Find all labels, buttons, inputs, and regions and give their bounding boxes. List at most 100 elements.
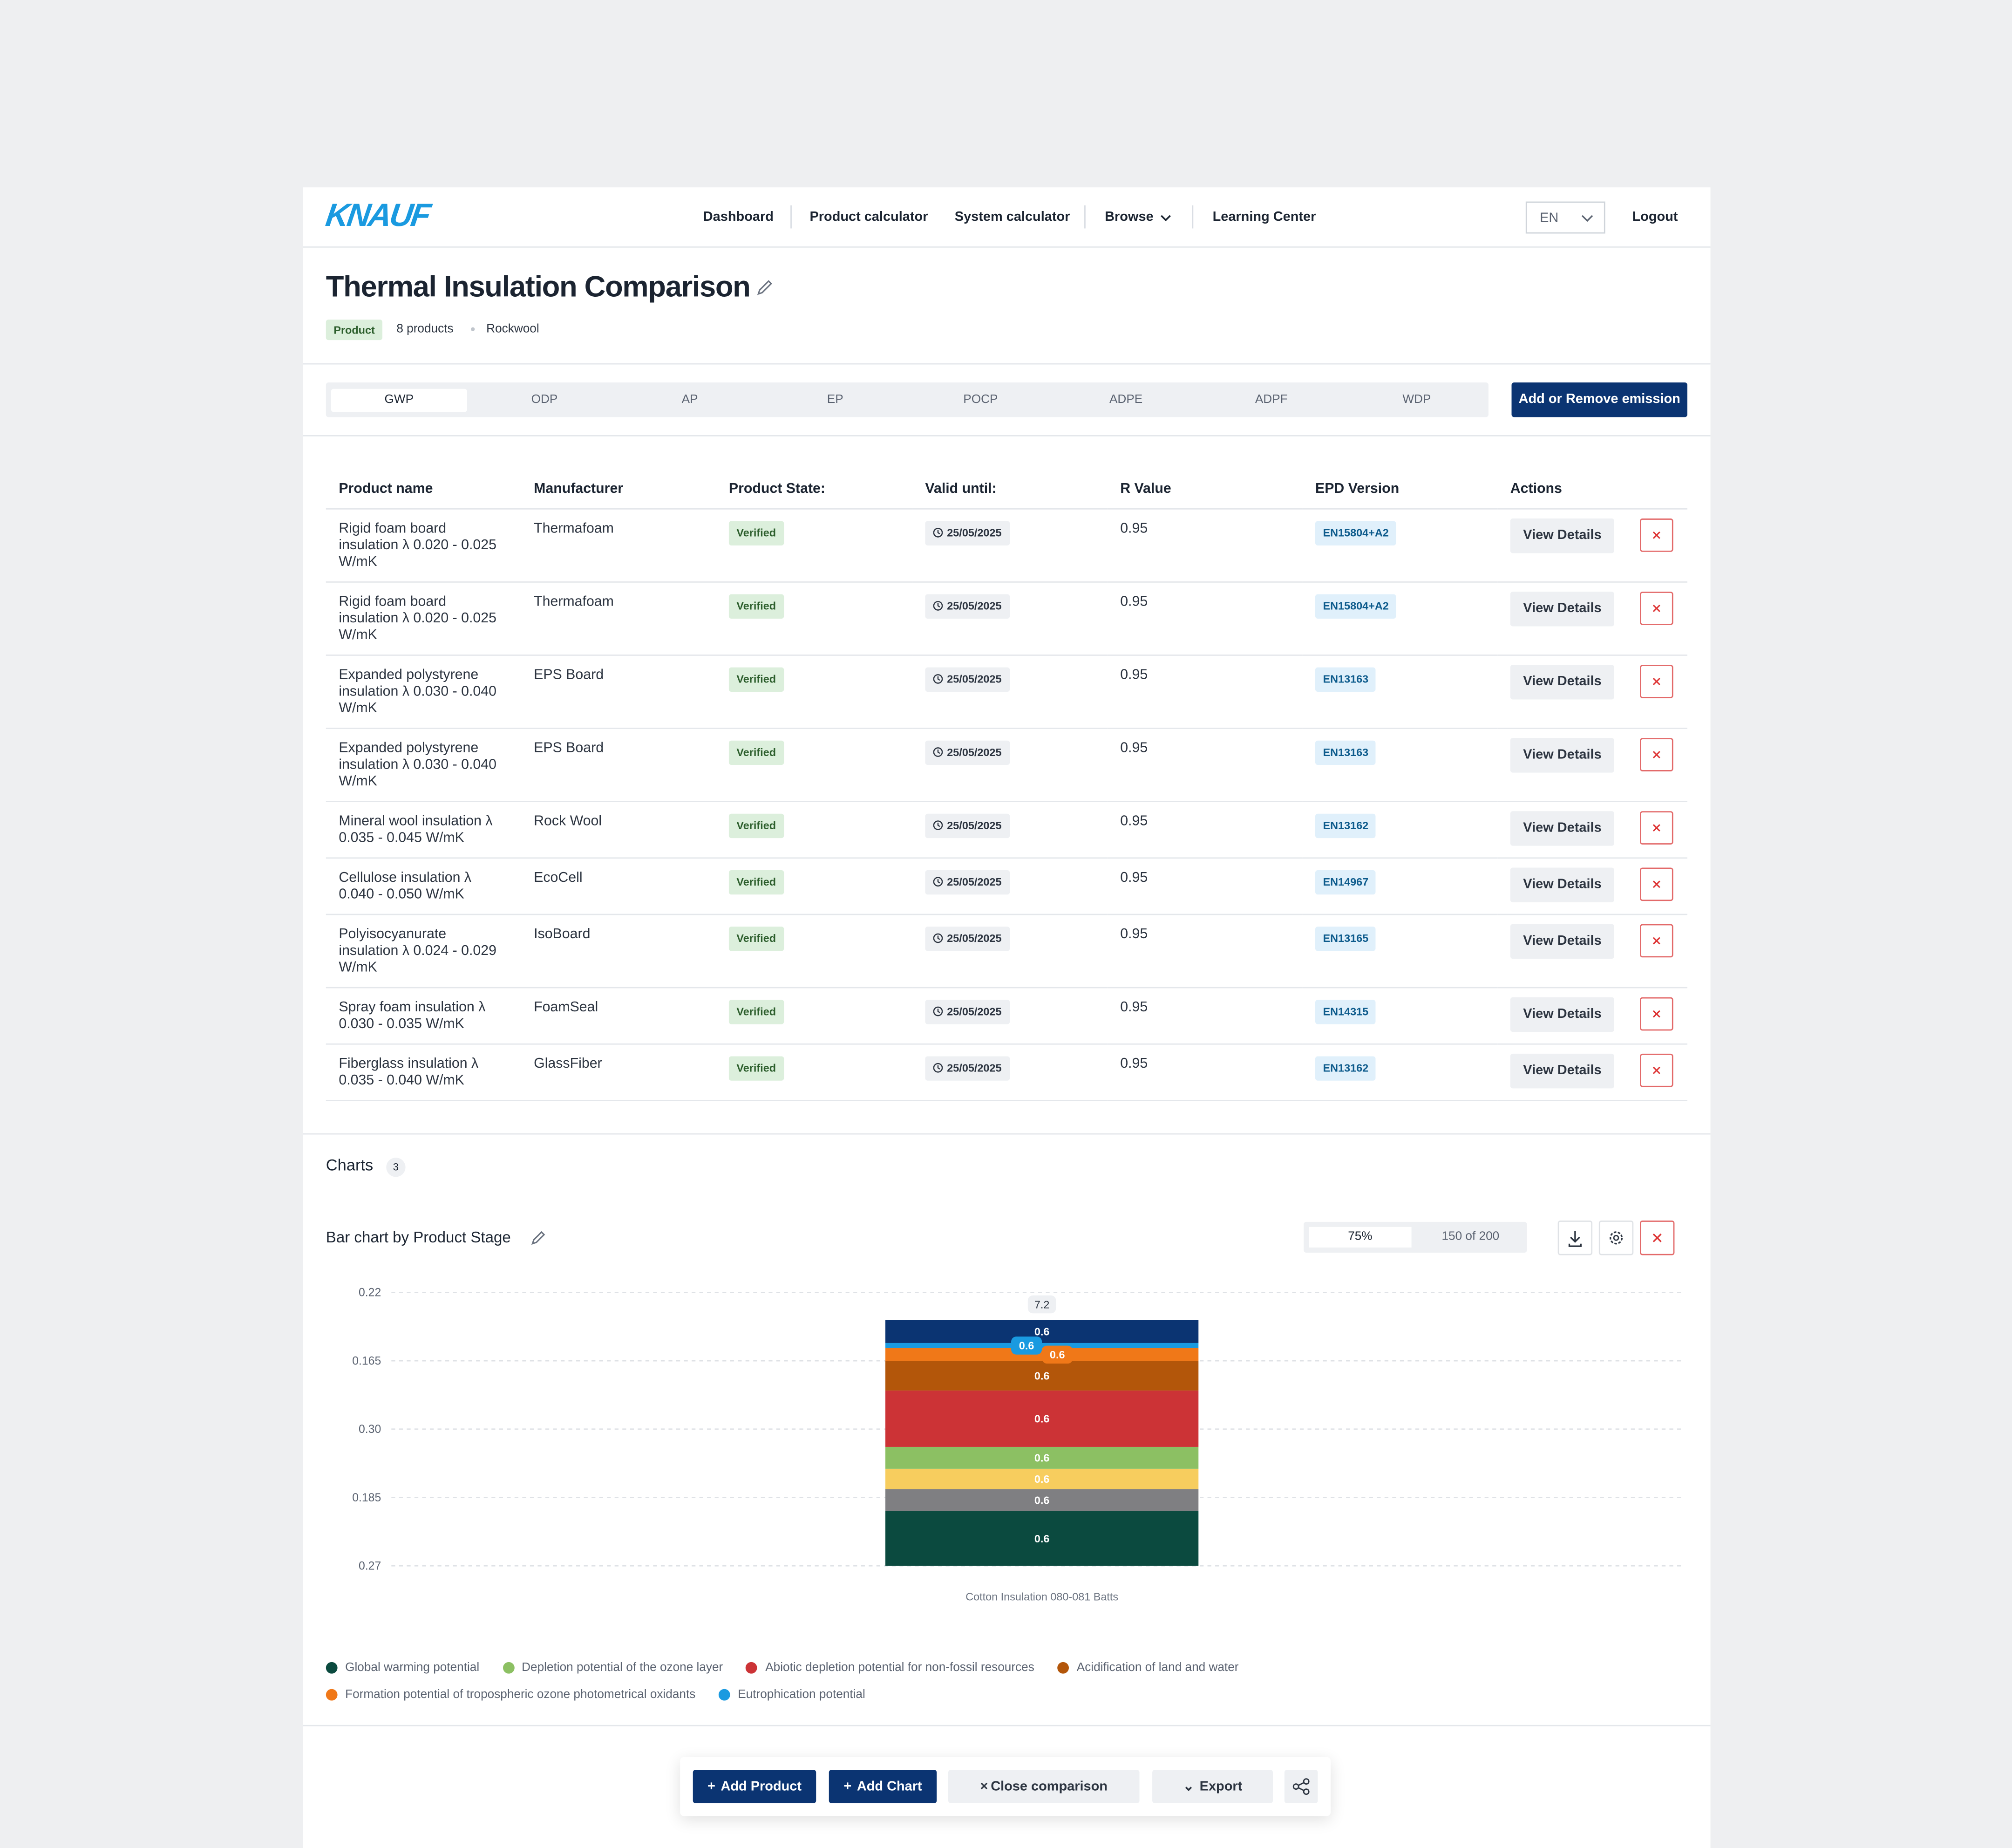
legend-item[interactable]: Abiotic depletion potential for non-foss… (746, 1654, 1034, 1681)
manufacturer: FoamSeal (521, 988, 716, 1045)
state-badge: Verified (728, 594, 784, 619)
legend-item[interactable]: Eutrophication potential (718, 1681, 865, 1708)
state-badge: Verified (728, 1000, 784, 1024)
logout-link[interactable]: Logout (1632, 209, 1678, 225)
view-details-button[interactable]: View Details (1510, 924, 1615, 959)
emission-tab[interactable]: AP (681, 393, 698, 407)
nav-link[interactable]: Dashboard (703, 209, 774, 225)
legend-item[interactable]: Acidification of land and water (1057, 1654, 1238, 1681)
language-value: EN (1540, 210, 1559, 226)
bar-segment (885, 1489, 1199, 1511)
clock-hands (937, 676, 940, 681)
legend-item[interactable]: Global warming potential (326, 1654, 479, 1681)
remove-button[interactable] (1640, 738, 1673, 771)
range-value[interactable]: 150 of 200 (1441, 1229, 1500, 1244)
view-details-button[interactable]: View Details (1510, 1053, 1615, 1089)
logo[interactable]: KNAUF (323, 198, 431, 234)
settings-button[interactable] (1598, 1221, 1634, 1255)
date-badge: 25/05/2025 (925, 870, 1010, 895)
emission-tab[interactable]: WDP (1402, 393, 1431, 407)
download-button[interactable] (1557, 1221, 1593, 1255)
nav-link[interactable]: Product calculator (809, 209, 928, 225)
epd-badge: EN13162 (1315, 813, 1376, 839)
product-name: Fiberglass insulation λ 0.035 - 0.040 W/… (326, 1044, 521, 1101)
epd-cell: EN13163 (1302, 655, 1498, 729)
edit-icon[interactable] (530, 1229, 547, 1246)
legend-item[interactable]: Formation potential of tropospheric ozon… (326, 1681, 695, 1708)
nav-link[interactable]: Learning Center (1212, 209, 1316, 225)
emission-tab[interactable]: ODP (531, 393, 558, 407)
nav-separator (1192, 205, 1194, 229)
remove-button[interactable] (1640, 867, 1673, 901)
view-details-button[interactable]: View Details (1510, 997, 1615, 1032)
r-value: 0.95 (1107, 509, 1303, 583)
clock-face (933, 747, 943, 757)
view-details-button[interactable]: View Details (1510, 867, 1615, 902)
product-name: Rigid foam board insulation λ 0.020 - 0.… (326, 509, 521, 583)
view-details-button[interactable]: View Details (1510, 811, 1615, 846)
remove-button[interactable] (1640, 997, 1673, 1031)
zoom-value[interactable]: 75% (1309, 1227, 1412, 1248)
divider (303, 1133, 1711, 1135)
type-tag: Product (326, 320, 383, 341)
export-button[interactable]: ⌄ Export (1152, 1770, 1273, 1803)
clock-icon (933, 933, 943, 943)
epd-badge: EN14967 (1315, 870, 1376, 895)
emission-tab[interactable]: GWP (331, 389, 467, 412)
view-details-button[interactable]: View Details (1510, 665, 1615, 700)
state-badge: Verified (728, 740, 784, 765)
add-remove-emission-button[interactable]: Add or Remove emission (1511, 382, 1687, 417)
edit-icon[interactable] (756, 279, 774, 297)
language-select[interactable]: EN (1525, 201, 1605, 234)
remove-button[interactable] (1640, 924, 1673, 958)
r-value: 0.95 (1107, 582, 1303, 656)
epd-cell: EN13165 (1302, 914, 1498, 989)
valid-date: 25/05/2025 (947, 599, 1002, 613)
nav-link[interactable]: System calculator (954, 209, 1070, 225)
emission-tab[interactable]: ADPF (1255, 393, 1288, 407)
table-row: Spray foam insulation λ 0.030 - 0.035 W/… (326, 988, 1687, 1045)
remove-button[interactable] (1640, 518, 1673, 552)
close-comparison-button[interactable]: × Close comparison (948, 1770, 1140, 1803)
y-tick-label: 0.27 (359, 1560, 381, 1572)
manufacturer: EcoCell (521, 858, 716, 915)
close-path (1653, 937, 1661, 945)
segment-label: 0.6 (1019, 1340, 1034, 1352)
view-details-button[interactable]: View Details (1510, 738, 1615, 773)
state-cell: Verified (716, 728, 912, 802)
segment-label: 0.6 (1034, 1370, 1050, 1382)
r-value: 0.95 (1107, 655, 1303, 729)
date-badge: 25/05/2025 (925, 1000, 1010, 1024)
legend-item[interactable]: Depletion potential of the ozone layer (502, 1654, 723, 1681)
valid-date: 25/05/2025 (947, 745, 1002, 759)
legend-label: Eutrophication potential (738, 1687, 865, 1702)
segment-label: 0.6 (1034, 1452, 1050, 1464)
button-label: Export (1199, 1779, 1243, 1794)
view-details-button[interactable]: View Details (1510, 518, 1615, 553)
close-icon (1653, 1010, 1661, 1018)
total-pill (1027, 1295, 1056, 1314)
view-details-button[interactable]: View Details (1510, 592, 1615, 627)
close-icon (1652, 1233, 1662, 1242)
divider (303, 1725, 1711, 1726)
add-chart-button[interactable]: + Add Chart (829, 1770, 937, 1803)
close-path (1653, 531, 1661, 539)
close-path (1653, 604, 1661, 612)
emission-tab[interactable]: ADPE (1109, 393, 1143, 407)
delete-chart-button[interactable] (1640, 1221, 1675, 1255)
remove-button[interactable] (1640, 1053, 1673, 1087)
remove-button[interactable] (1640, 811, 1673, 845)
share-button[interactable] (1284, 1770, 1318, 1803)
emission-tab[interactable]: POCP (963, 393, 998, 407)
legend-swatch (326, 1689, 338, 1701)
state-cell: Verified (716, 801, 912, 859)
epd-badge: EN15804+A2 (1315, 521, 1397, 546)
remove-button[interactable] (1640, 665, 1673, 698)
nav-link[interactable]: Browse (1105, 209, 1154, 225)
emission-tab[interactable]: EP (827, 393, 843, 407)
close-path (1653, 677, 1661, 685)
remove-button[interactable] (1640, 592, 1673, 625)
add-product-button[interactable]: + Add Product (693, 1770, 816, 1803)
bar-segment (885, 1511, 1199, 1566)
table-row: Polyisocyanurate insulation λ 0.024 - 0.… (326, 914, 1687, 989)
